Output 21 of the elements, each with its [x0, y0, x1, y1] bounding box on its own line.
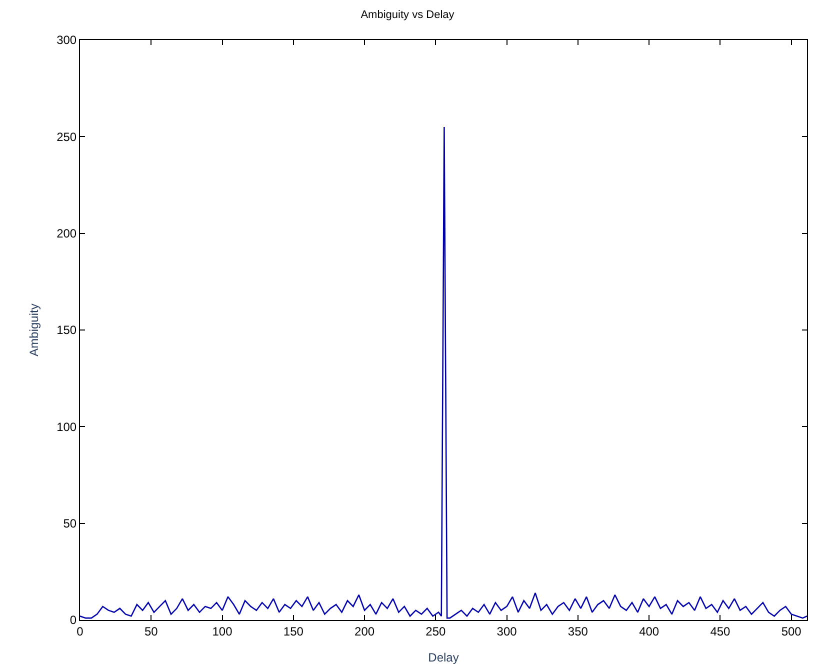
- y-tick-label: 200: [56, 226, 77, 241]
- y-tick-label: 150: [56, 323, 77, 338]
- y-tick-label: 50: [63, 516, 77, 531]
- y-tick-label: 0: [70, 613, 77, 628]
- chart-title: Ambiguity vs Delay: [360, 8, 455, 21]
- x-tick-label: 50: [144, 624, 158, 638]
- x-tick-label: 500: [781, 624, 802, 638]
- x-tick-label: 300: [496, 624, 518, 638]
- y-tick-label: 250: [56, 130, 77, 144]
- x-axis-title: Delay: [428, 650, 459, 664]
- y-axis-title: Ambiguity: [26, 304, 41, 356]
- x-tick-label: 100: [212, 624, 233, 638]
- x-tick-label: 350: [568, 624, 588, 638]
- x-tick-label: 400: [639, 624, 660, 638]
- y-tick-label: 100: [56, 420, 77, 434]
- line-series: [80, 126, 807, 619]
- x-tick-label: 250: [426, 624, 446, 638]
- x-tick-label: 200: [354, 624, 375, 638]
- x-tick-label: 150: [283, 624, 304, 638]
- y-tick-label: 300: [56, 33, 77, 48]
- x-tick-label: 450: [710, 624, 731, 638]
